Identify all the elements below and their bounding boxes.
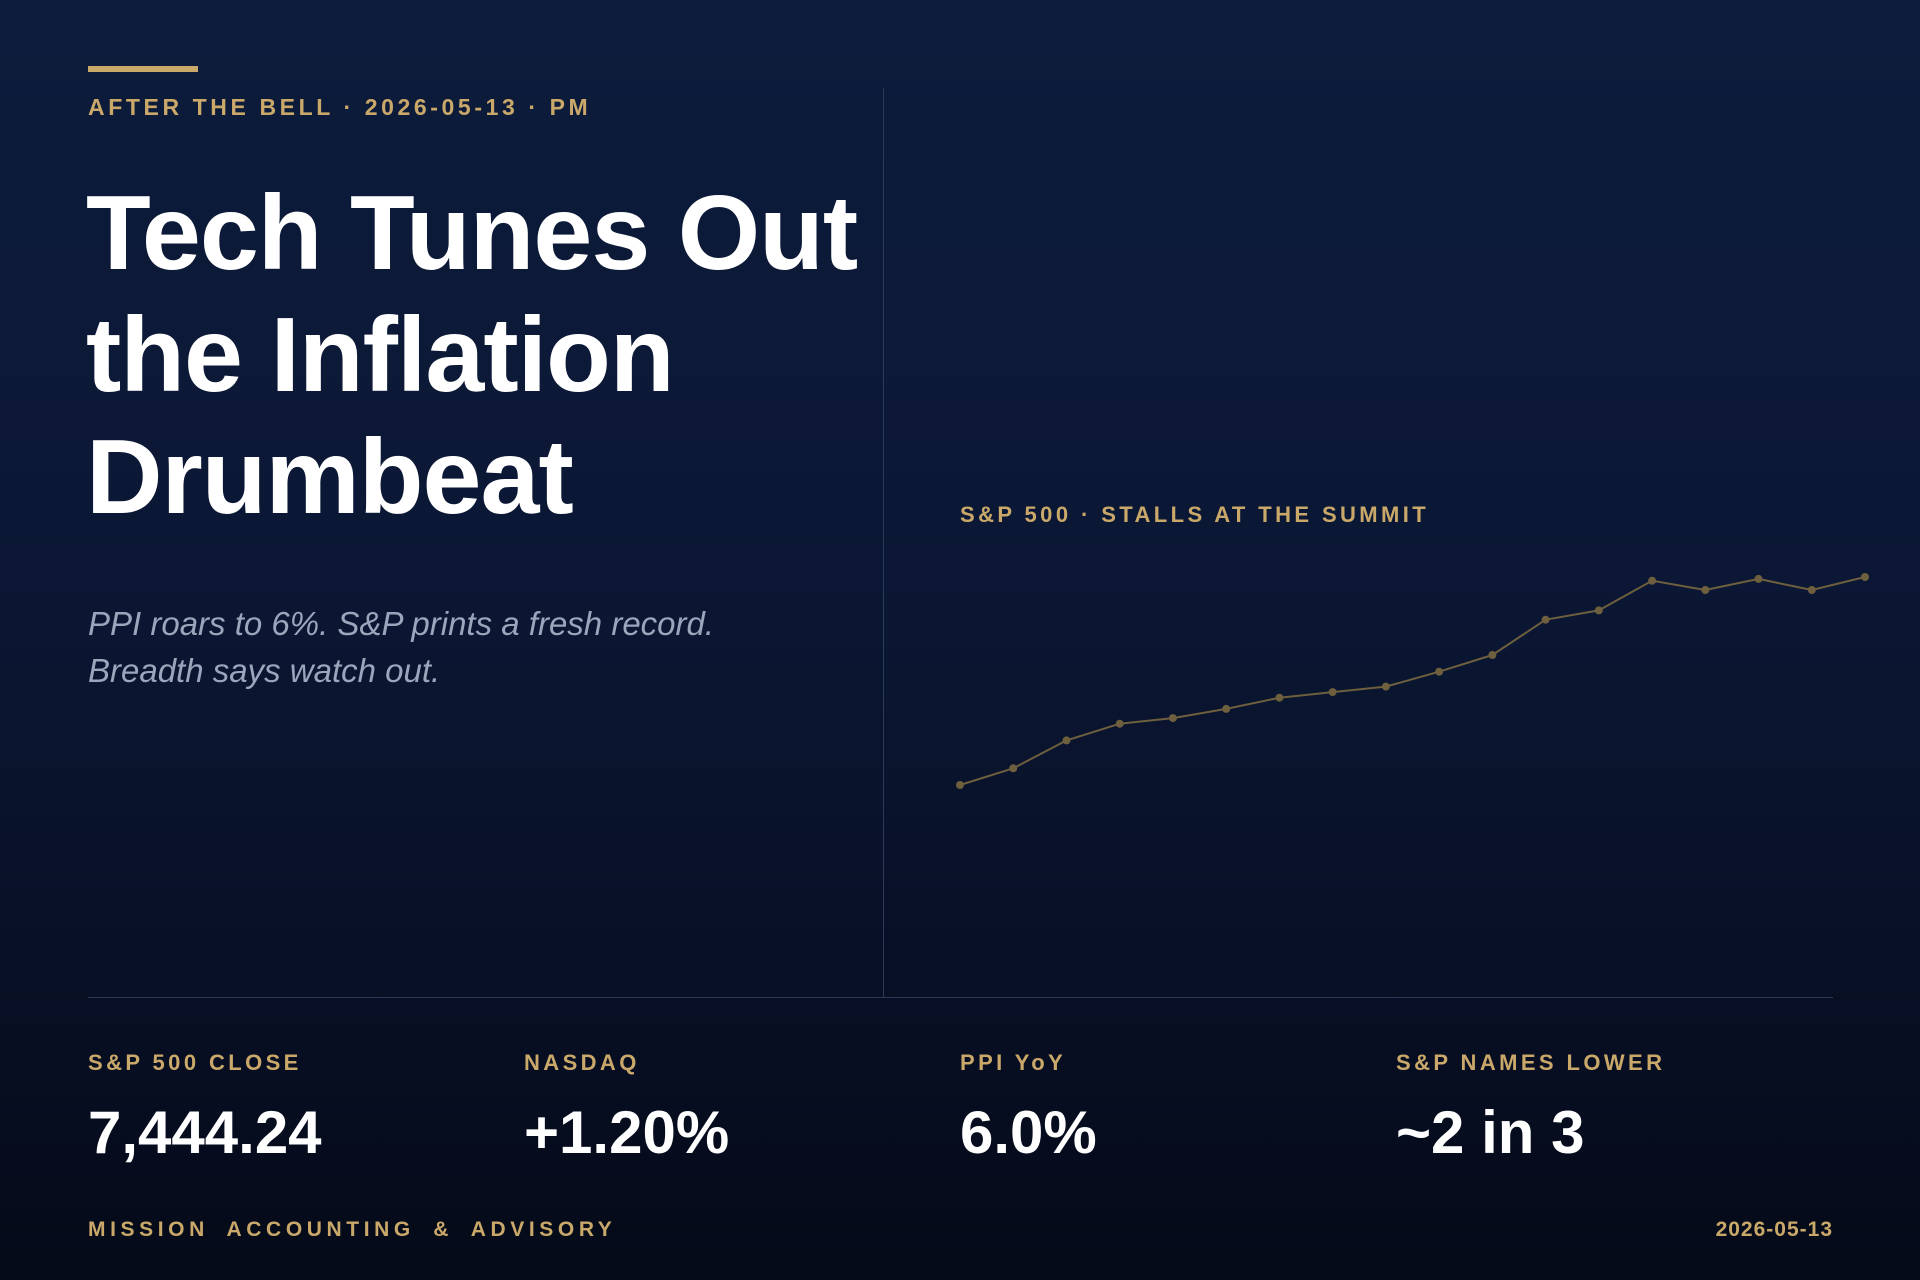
stat-label: S&P 500 CLOSE	[88, 1050, 302, 1075]
stat-names-lower: S&P NAMES LOWER ~2 in 3	[1396, 1050, 1665, 1167]
data-point	[1807, 586, 1816, 594]
data-point	[1168, 714, 1177, 723]
data-point	[1435, 667, 1444, 676]
stat-nasdaq: NASDAQ +1.20%	[524, 1050, 729, 1167]
data-point	[1009, 764, 1018, 773]
eyebrow-dateline: AFTER THE BELL · 2026-05-13 · PM	[88, 94, 592, 120]
horizontal-divider	[88, 997, 1833, 998]
data-point	[1328, 688, 1337, 697]
data-point	[1594, 606, 1603, 615]
data-point	[1754, 574, 1763, 583]
vertical-divider	[883, 88, 884, 998]
footer-date: 2026-05-13	[1715, 1218, 1833, 1241]
data-point	[1381, 682, 1390, 691]
stat-label: PPI YoY	[960, 1050, 1067, 1075]
data-point	[1701, 586, 1710, 594]
headline-line-2: the Inflation	[86, 296, 675, 414]
headline: Tech Tunes Out the Inflation Drumbeat	[86, 172, 966, 538]
stat-label: S&P NAMES LOWER	[1396, 1050, 1666, 1075]
data-point	[1222, 704, 1231, 713]
stat-label: NASDAQ	[524, 1050, 640, 1075]
footer-brand: MISSION ACCOUNTING & ADVISORY	[88, 1218, 617, 1241]
accent-bar	[88, 66, 198, 72]
data-point	[1275, 693, 1284, 702]
data-point	[1648, 576, 1657, 585]
data-point	[1062, 736, 1071, 745]
stat-value: +1.20%	[524, 1099, 730, 1166]
dek-line-1: PPI roars to 6%. S&P prints a fresh reco…	[88, 605, 715, 642]
dek-line-2: Breadth says watch out.	[88, 652, 441, 689]
sp500-line-chart	[956, 573, 1869, 789]
data-point	[1541, 615, 1550, 624]
data-point	[1488, 651, 1497, 659]
stat-value: ~2 in 3	[1396, 1099, 1585, 1166]
headline-line-3: Drumbeat	[86, 418, 574, 536]
chart-title: S&P 500 · STALLS AT THE SUMMIT	[960, 502, 1430, 527]
data-point	[1115, 719, 1124, 728]
series-line	[959, 576, 1866, 786]
dek: PPI roars to 6%. S&P prints a fresh reco…	[88, 600, 714, 694]
stat-value: 6.0%	[960, 1099, 1097, 1166]
headline-line-1: Tech Tunes Out	[86, 174, 858, 292]
data-point	[1861, 573, 1869, 581]
stat-value: 7,444.24	[88, 1099, 322, 1166]
stat-ppi-yoy: PPI YoY 6.0%	[960, 1050, 1097, 1167]
stat-sp500-close: S&P 500 CLOSE 7,444.24	[88, 1050, 322, 1167]
data-point	[956, 781, 964, 789]
